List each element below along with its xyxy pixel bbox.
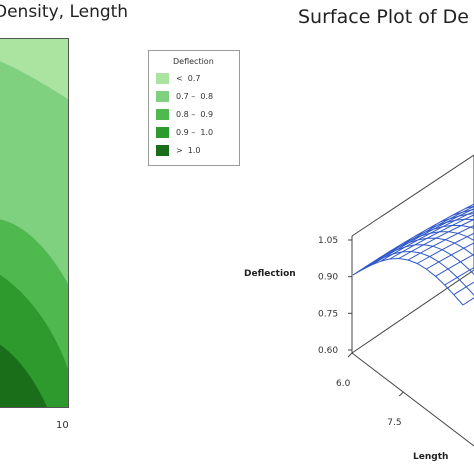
contour-region-below-0.7 <box>0 39 68 99</box>
surface-mesh-line <box>371 208 474 266</box>
contour-x-tick-label: 10 <box>56 420 69 431</box>
z-tick-label: 1.05 <box>318 236 338 246</box>
surface-mesh-line <box>407 224 474 261</box>
legend-swatch <box>156 109 169 120</box>
surface-mesh-line <box>435 253 474 277</box>
legend-label: 0.7 – 0.8 <box>176 92 214 101</box>
z-axis-ticks: 1.05 0.90 0.75 0.60 <box>318 236 352 356</box>
legend-swatch <box>156 73 169 84</box>
surface-mesh-line <box>402 231 474 244</box>
legend-swatch <box>156 91 169 102</box>
z-tick-label: 0.90 <box>318 273 338 283</box>
contour-region-above-1.0 <box>0 344 47 407</box>
length-axis-label: Length <box>413 452 448 462</box>
length-axis-ticks: 6.0 7.5 <box>336 352 404 428</box>
contour-plot-area <box>0 38 69 408</box>
top-back-edge <box>351 154 474 237</box>
legend-title: Deflection <box>173 57 214 66</box>
legend-entry: < 0.7 <box>156 73 236 85</box>
length-tick-label: 7.5 <box>387 418 401 428</box>
legend-entry: 0.7 – 0.8 <box>156 91 236 103</box>
length-tick-mark <box>347 352 353 358</box>
surface-mesh-line <box>444 266 474 286</box>
surface-mesh-line <box>426 242 474 270</box>
legend-label: > 1.0 <box>176 146 201 155</box>
surface-mesh-line <box>462 297 474 306</box>
legend-entry: > 1.0 <box>156 145 236 157</box>
surface-mesh-line <box>416 232 474 264</box>
legend-entry: 0.8 – 0.9 <box>156 109 236 121</box>
legend-entry: 0.9 – 1.0 <box>156 127 236 139</box>
surface-box <box>351 154 474 447</box>
contour-title: Density, Length <box>0 2 129 22</box>
surface-mesh-line <box>389 214 474 260</box>
surface-mesh <box>352 203 474 306</box>
legend: Deflection < 0.7 0.7 – 0.8 0.8 – 0.9 0.9… <box>148 50 240 166</box>
legend-swatch <box>156 127 169 138</box>
z-tick-label: 0.75 <box>318 309 338 319</box>
legend-label: < 0.7 <box>176 74 201 83</box>
length-axis-line <box>351 352 474 447</box>
surface-mesh-line <box>361 205 474 271</box>
surface-mesh-line <box>380 210 474 262</box>
legend-label: 0.9 – 1.0 <box>176 128 214 137</box>
length-tick-label: 6.0 <box>336 379 351 389</box>
length-tick-mark <box>398 391 404 397</box>
surface-mesh-line <box>352 203 474 276</box>
z-tick-label: 0.60 <box>318 346 338 356</box>
legend-label: 0.8 – 0.9 <box>176 110 214 119</box>
surface-title: Surface Plot of De <box>298 6 469 28</box>
bottom-back-edge <box>351 269 474 354</box>
legend-swatch <box>156 145 169 156</box>
z-axis-label: Deflection <box>244 269 296 279</box>
